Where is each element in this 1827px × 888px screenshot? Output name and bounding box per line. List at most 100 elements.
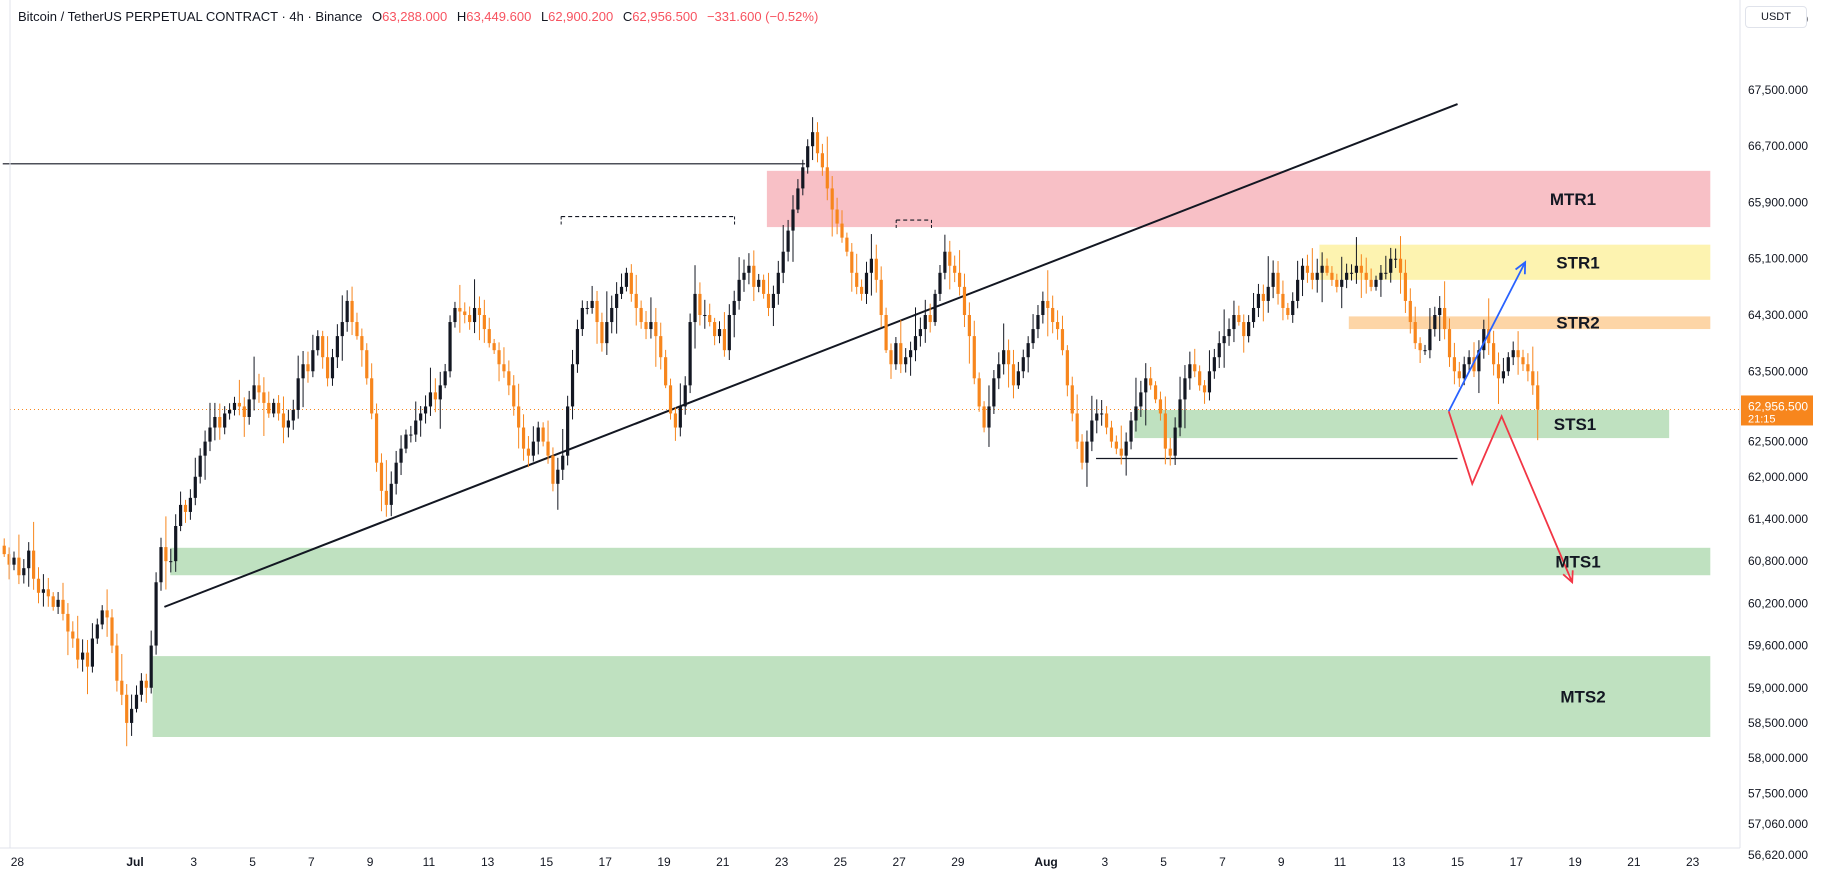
candle[interactable] <box>1521 349 1525 371</box>
candle[interactable] <box>46 577 50 607</box>
candle[interactable] <box>325 336 330 387</box>
candle[interactable] <box>1472 342 1476 378</box>
candle[interactable] <box>859 279 864 301</box>
candle[interactable] <box>1051 295 1055 334</box>
candle[interactable] <box>668 378 673 420</box>
candle[interactable] <box>149 630 153 694</box>
candle[interactable] <box>27 542 31 587</box>
candle[interactable] <box>551 447 555 492</box>
candle[interactable] <box>414 401 418 442</box>
candle[interactable] <box>1016 361 1020 389</box>
candle[interactable] <box>1457 361 1461 387</box>
candle[interactable] <box>1354 237 1359 284</box>
candle[interactable] <box>781 225 785 284</box>
candle[interactable] <box>855 253 859 295</box>
candle[interactable] <box>664 349 668 389</box>
zone-str2[interactable] <box>1348 316 1711 330</box>
candle[interactable] <box>340 295 344 361</box>
candle[interactable] <box>693 265 697 349</box>
candle[interactable] <box>727 304 731 361</box>
candle[interactable] <box>1467 350 1471 371</box>
candle[interactable] <box>835 197 839 235</box>
candle[interactable] <box>913 307 918 362</box>
candle[interactable] <box>1384 255 1388 280</box>
candle[interactable] <box>1536 371 1540 441</box>
candle[interactable] <box>1477 340 1481 394</box>
candle[interactable] <box>1516 331 1520 375</box>
candle[interactable] <box>585 301 589 315</box>
candle[interactable] <box>1198 365 1202 391</box>
candle[interactable] <box>301 351 305 408</box>
candle[interactable] <box>992 370 996 414</box>
candle[interactable] <box>1207 350 1212 401</box>
candle[interactable] <box>512 375 516 416</box>
candle[interactable] <box>644 310 648 340</box>
candle[interactable] <box>242 397 246 437</box>
candle[interactable] <box>335 324 339 369</box>
candle[interactable] <box>1227 318 1231 346</box>
candle[interactable] <box>688 313 692 394</box>
candle[interactable] <box>95 618 99 644</box>
candle[interactable] <box>1281 280 1285 321</box>
candle[interactable] <box>1511 341 1515 366</box>
candle[interactable] <box>801 159 805 196</box>
candle[interactable] <box>742 259 746 292</box>
candle[interactable] <box>1413 306 1417 350</box>
candle[interactable] <box>1403 259 1408 313</box>
candle[interactable] <box>139 673 143 702</box>
candle[interactable] <box>198 448 202 484</box>
candle[interactable] <box>683 376 687 415</box>
candle[interactable] <box>1296 260 1300 309</box>
candle[interactable] <box>982 401 986 433</box>
zone-mts1[interactable] <box>170 547 1711 576</box>
candle[interactable] <box>1055 310 1060 340</box>
candle[interactable] <box>262 377 266 437</box>
candle[interactable] <box>183 499 188 523</box>
candle[interactable] <box>487 317 491 348</box>
candle[interactable] <box>1046 270 1050 337</box>
candle[interactable] <box>188 489 192 520</box>
candle[interactable] <box>1501 357 1506 384</box>
candle[interactable] <box>923 299 927 343</box>
candle[interactable] <box>178 491 183 532</box>
candle[interactable] <box>1364 257 1368 294</box>
candle[interactable] <box>213 402 217 441</box>
candle[interactable] <box>81 639 85 672</box>
candle[interactable] <box>869 234 873 296</box>
candle[interactable] <box>443 363 447 389</box>
candle[interactable] <box>1526 353 1530 382</box>
candle[interactable] <box>1261 284 1265 322</box>
candle[interactable] <box>1183 365 1187 429</box>
candle[interactable] <box>125 684 129 747</box>
candle[interactable] <box>962 273 967 328</box>
candle[interactable] <box>845 232 849 257</box>
candle[interactable] <box>463 302 467 324</box>
candle[interactable] <box>1379 264 1383 297</box>
candle[interactable] <box>1095 399 1099 434</box>
candle[interactable] <box>1080 434 1084 470</box>
candle[interactable] <box>972 320 976 385</box>
candle[interactable] <box>570 349 575 420</box>
candle[interactable] <box>404 429 408 454</box>
candle[interactable] <box>1188 351 1192 390</box>
candle[interactable] <box>71 621 75 648</box>
candle[interactable] <box>634 274 638 326</box>
candle[interactable] <box>174 514 178 572</box>
candle[interactable] <box>1075 394 1079 449</box>
candle[interactable] <box>355 312 359 340</box>
candle[interactable] <box>1139 380 1143 417</box>
candle[interactable] <box>938 264 942 302</box>
ascending-trendline[interactable] <box>164 103 1458 608</box>
candle[interactable] <box>850 243 854 292</box>
candle[interactable] <box>889 343 893 379</box>
candle[interactable] <box>933 289 937 326</box>
candle[interactable] <box>154 572 158 655</box>
candle[interactable] <box>1011 349 1016 399</box>
candle[interactable] <box>722 312 727 357</box>
candle[interactable] <box>752 250 756 302</box>
candle[interactable] <box>22 559 26 584</box>
candle[interactable] <box>908 341 913 376</box>
candle[interactable] <box>85 639 90 695</box>
candle[interactable] <box>66 603 70 656</box>
